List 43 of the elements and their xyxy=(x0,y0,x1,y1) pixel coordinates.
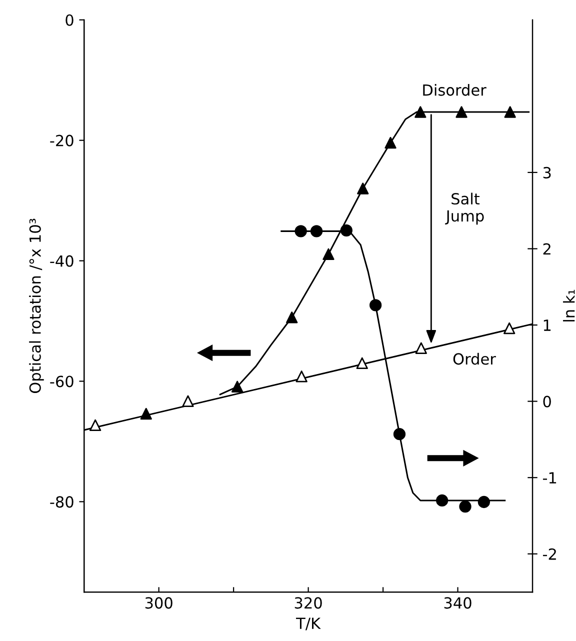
point xyxy=(384,136,396,149)
y2-axis-title: ln k₁ xyxy=(563,290,575,322)
point xyxy=(393,428,406,440)
point xyxy=(231,380,244,392)
point xyxy=(357,182,369,194)
point xyxy=(414,106,426,118)
point xyxy=(478,496,490,508)
annotation: Order xyxy=(453,352,496,365)
point xyxy=(436,494,448,507)
x-axis-title: T/K xyxy=(296,618,321,630)
point xyxy=(356,357,368,370)
y2-tick-label: 2 xyxy=(543,243,550,255)
y2-tick-label: 0 xyxy=(543,396,551,408)
y-axis-title: Optical rotation /°x 10³ xyxy=(29,218,44,394)
x-tick-label: 340 xyxy=(444,597,472,609)
point xyxy=(140,408,152,420)
annotation: Disorder xyxy=(423,84,486,96)
point xyxy=(182,395,194,407)
point xyxy=(459,500,472,513)
point xyxy=(296,370,308,382)
point xyxy=(415,342,427,354)
y-tick-label: 0 xyxy=(66,14,74,26)
point xyxy=(322,248,334,260)
y2-tick-label: 3 xyxy=(543,166,551,178)
annotation: Salt Jump xyxy=(445,192,484,225)
y-tick-label: -20 xyxy=(50,134,74,146)
point xyxy=(369,299,382,312)
x-tick-label: 320 xyxy=(294,597,322,609)
y2-tick-label: 1 xyxy=(544,320,551,331)
point xyxy=(294,225,307,238)
point xyxy=(504,106,516,118)
y-tick-label: -80 xyxy=(50,496,74,508)
point xyxy=(504,322,516,334)
point xyxy=(286,312,298,324)
point xyxy=(340,224,352,236)
y2-tick-label: -2 xyxy=(542,548,556,560)
point xyxy=(89,419,102,432)
y-tick-label: -40 xyxy=(50,255,74,267)
y2-tick-label: -1 xyxy=(542,472,556,484)
x-tick-label: 300 xyxy=(145,597,172,609)
point xyxy=(456,106,468,118)
point xyxy=(310,225,323,238)
y-tick-label: -60 xyxy=(50,376,74,388)
